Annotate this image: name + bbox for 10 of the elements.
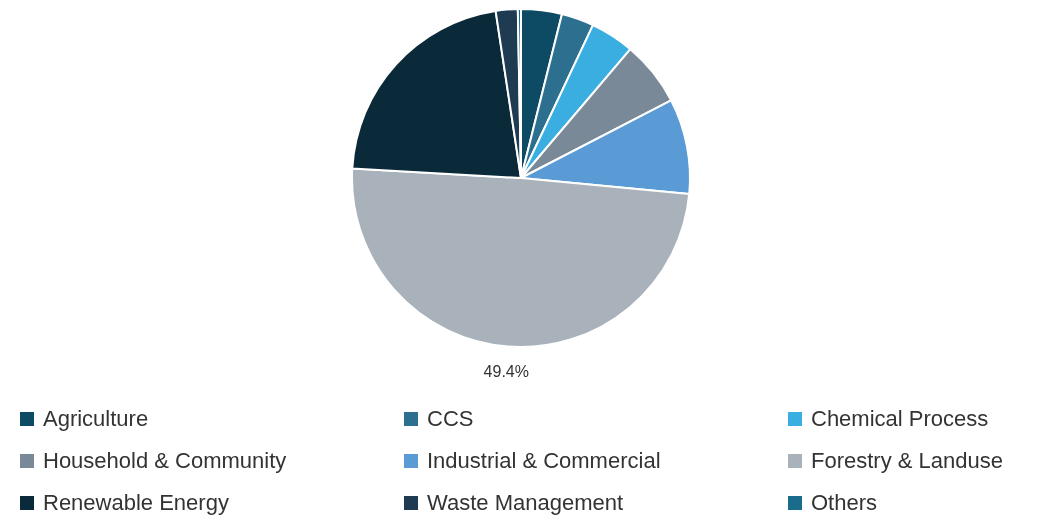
legend-label: Household & Community bbox=[43, 448, 287, 474]
legend-label: Industrial & Commercial bbox=[427, 448, 661, 474]
legend-label: Others bbox=[811, 490, 878, 516]
data-label: 49.4% bbox=[483, 362, 529, 380]
legend-label: CCS bbox=[427, 406, 474, 432]
legend-label: Forestry & Landuse bbox=[811, 448, 1003, 474]
legend-label: Agriculture bbox=[43, 406, 149, 432]
legend-label: Waste Management bbox=[427, 490, 624, 516]
legend-label: Chemical Process bbox=[811, 406, 989, 432]
legend-label: Renewable Energy bbox=[43, 490, 229, 516]
